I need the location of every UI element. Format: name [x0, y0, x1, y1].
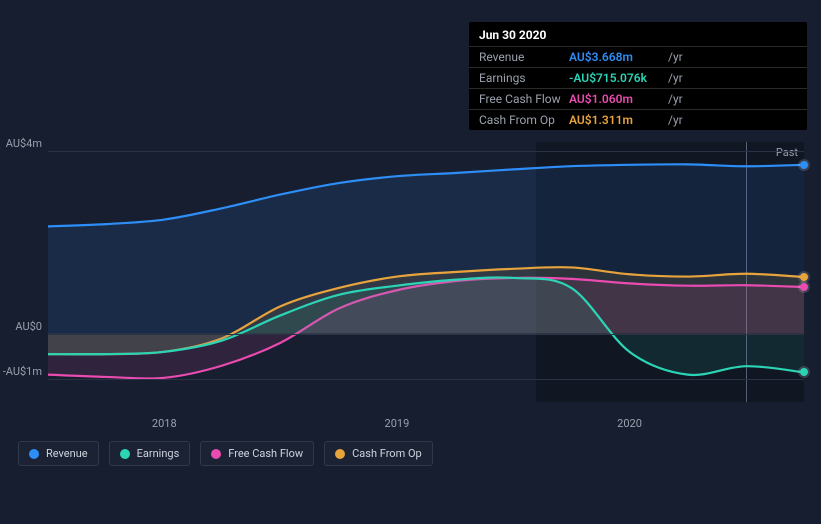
gridline: [48, 334, 804, 335]
legend-dot-icon: [120, 449, 130, 459]
tooltip-date: Jun 30 2020: [469, 22, 807, 46]
x-axis-tick-label: 2019: [385, 417, 410, 430]
tooltip-row-value: AU$1.060m: [569, 92, 664, 106]
legend-item-label: Revenue: [46, 447, 88, 460]
tooltip-row-value: -AU$715.076k: [569, 71, 664, 85]
y-axis-tick-label: -AU$1m: [2, 365, 42, 378]
tooltip-row: Free Cash FlowAU$1.060m/yr: [469, 88, 807, 109]
tooltip-row-unit: /yr: [668, 50, 683, 64]
tooltip-row: Cash From OpAU$1.311m/yr: [469, 109, 807, 130]
tooltip-row-label: Cash From Op: [479, 113, 569, 127]
legend-item-revenue[interactable]: Revenue: [18, 441, 99, 466]
tooltip-row-value: AU$3.668m: [569, 50, 664, 64]
series-end-marker-fcf: [800, 283, 808, 291]
tooltip-row-value: AU$1.311m: [569, 113, 664, 127]
tooltip-row-label: Free Cash Flow: [479, 92, 569, 106]
tooltip-row-unit: /yr: [668, 113, 683, 127]
legend-dot-icon: [211, 449, 221, 459]
gridline: [48, 151, 804, 152]
y-axis-tick-label: AU$0: [2, 320, 42, 333]
tooltip-row-unit: /yr: [668, 71, 683, 85]
tooltip-row: Earnings-AU$715.076k/yr: [469, 67, 807, 88]
series-end-marker-revenue: [800, 161, 808, 169]
series-end-marker-earnings: [800, 368, 808, 376]
legend-dot-icon: [29, 449, 39, 459]
tooltip-card: Jun 30 2020RevenueAU$3.668m/yrEarnings-A…: [469, 22, 807, 130]
chart-svg: [48, 142, 804, 402]
legend: Revenue Earnings Free Cash Flow Cash From O…: [18, 441, 433, 466]
legend-dot-icon: [335, 449, 345, 459]
tooltip-row: RevenueAU$3.668m/yr: [469, 46, 807, 67]
gridline: [48, 379, 804, 380]
legend-item-fcf[interactable]: Free Cash Flow: [200, 441, 314, 466]
series-end-marker-cashop: [800, 273, 808, 281]
legend-item-label: Earnings: [137, 447, 180, 460]
plot-area[interactable]: Past: [48, 142, 804, 402]
legend-item-label: Free Cash Flow: [228, 447, 303, 460]
tooltip-row-label: Earnings: [479, 71, 569, 85]
legend-item-label: Cash From Op: [352, 447, 422, 460]
legend-item-cashop[interactable]: Cash From Op: [324, 441, 433, 466]
legend-item-earnings[interactable]: Earnings: [109, 441, 191, 466]
x-axis-tick-label: 2018: [152, 417, 177, 430]
y-axis-tick-label: AU$4m: [2, 137, 42, 150]
x-axis-tick-label: 2020: [617, 417, 642, 430]
financials-chart: Past AU$4m AU$0 -AU$1m 2018 2019 2020 Revenu…: [0, 120, 821, 480]
tooltip-row-unit: /yr: [668, 92, 683, 106]
tooltip-row-label: Revenue: [479, 50, 569, 64]
